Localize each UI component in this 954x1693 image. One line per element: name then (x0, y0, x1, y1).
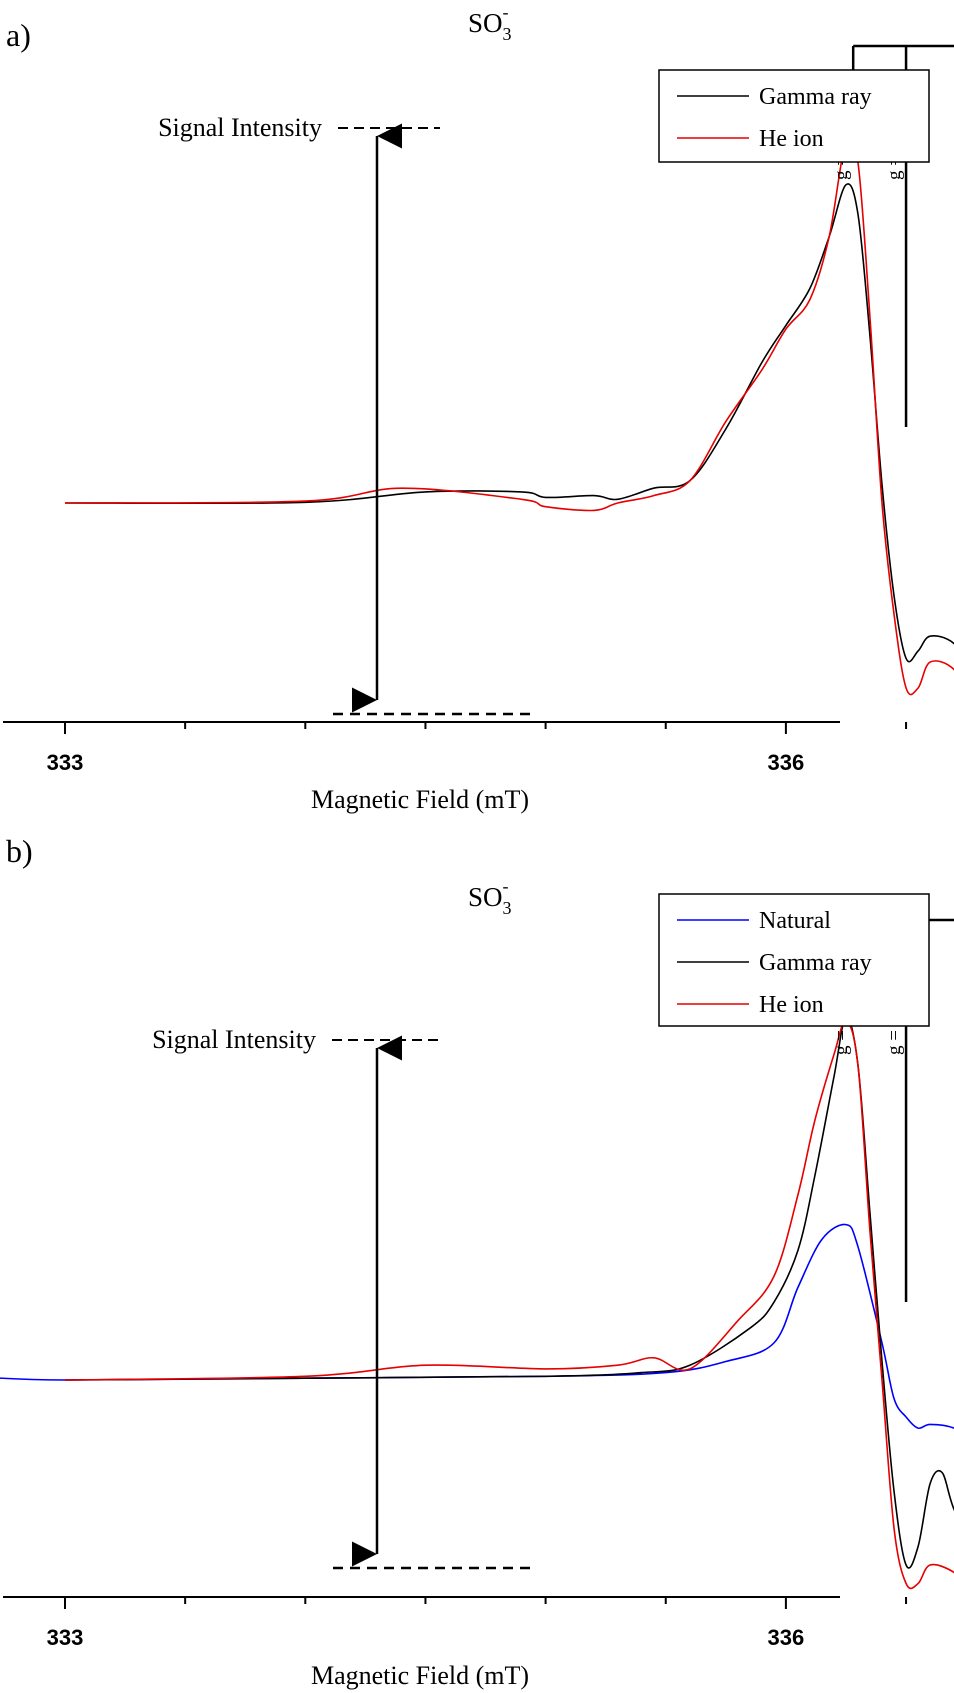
legend-entry: He ion (759, 126, 824, 152)
species-superscript: - (503, 2, 509, 22)
series-line-gamma-ray (64, 183, 954, 663)
species-name: SO (468, 8, 503, 38)
x-axis-label: Magnetic Field (mT) (311, 1661, 529, 1690)
series-group (0, 1016, 954, 1590)
plot-area: 333336339 g = 2.0032g = 2.0023g = 1.9995… (0, 876, 954, 1650)
x-tick-label: 336 (768, 1625, 805, 1650)
series-line-he-ion (64, 133, 954, 696)
species-name: SO (468, 882, 503, 912)
legend-entry: He ion (759, 992, 824, 1018)
series-line-he-ion (64, 1020, 954, 1590)
panel-label: b) (6, 833, 33, 869)
legend-box (658, 69, 930, 163)
species-label: SO3- (468, 2, 512, 44)
series-line-natural (0, 1223, 954, 1430)
panel-a: a) 333336339 g = 2.0032g = 2.0023g = 1.9… (3, 2, 954, 814)
series-group (64, 133, 954, 696)
legend: Gamma ray He ion (658, 69, 930, 163)
species-subscript: 3 (503, 24, 512, 44)
panel-b: b) 333336339 g = 2.0032g = 2.0023g = 1.9… (0, 833, 954, 1690)
x-ticks: 333336339 (47, 1597, 908, 1650)
x-ticks: 333336339 (47, 722, 908, 775)
x-tick-label: 336 (768, 750, 805, 775)
x-tick-label: 333 (47, 750, 84, 775)
species-subscript: 3 (503, 898, 512, 918)
species-superscript: - (503, 876, 509, 896)
panel-label: a) (6, 17, 31, 53)
signal-intensity-label: Signal Intensity (152, 1025, 316, 1054)
legend: Natural Gamma ray He ion (658, 893, 930, 1027)
x-axis-label: Magnetic Field (mT) (311, 785, 529, 814)
legend-entry: Natural (759, 908, 831, 934)
legend-entry: Gamma ray (759, 950, 872, 976)
species-label: SO3- (468, 876, 512, 918)
signal-intensity-label: Signal Intensity (158, 113, 322, 142)
x-tick-label: 333 (47, 1625, 84, 1650)
legend-entry: Gamma ray (759, 84, 872, 110)
